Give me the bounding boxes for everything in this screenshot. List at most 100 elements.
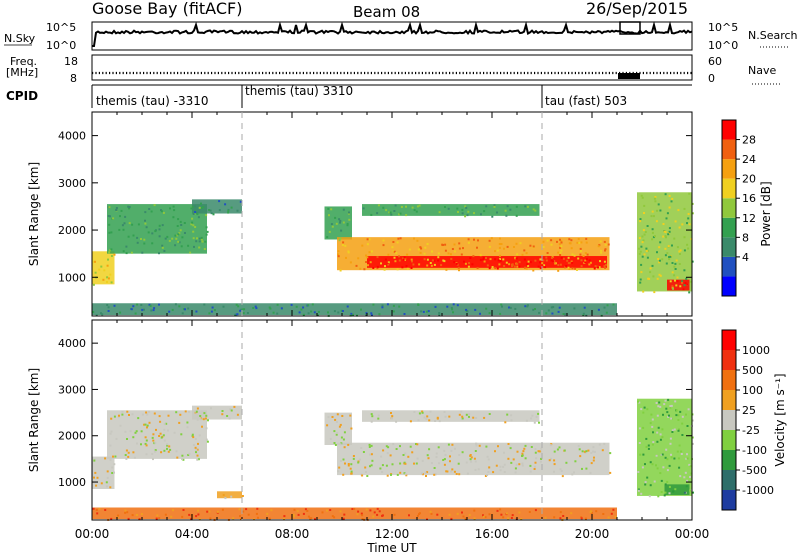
data-cell: [418, 412, 421, 415]
data-cell: [682, 288, 685, 291]
data-cell: [130, 251, 133, 254]
data-cell: [339, 423, 342, 426]
data-cell: [535, 415, 538, 418]
data-cell: [113, 463, 116, 466]
data-cell: [585, 450, 588, 453]
data-band: [664, 484, 690, 495]
data-cell: [429, 510, 432, 513]
data-cell: [521, 452, 524, 455]
data-cell: [390, 473, 392, 476]
data-cell: [553, 450, 556, 453]
data-cell: [521, 464, 524, 467]
data-cell: [642, 426, 645, 429]
data-cell: [538, 311, 541, 314]
data-cell: [500, 513, 503, 516]
data-cell: [210, 212, 213, 215]
data-cell: [642, 453, 645, 456]
data-cell: [152, 433, 155, 436]
data-cell: [539, 266, 542, 269]
data-cell: [113, 304, 116, 307]
data-cell: [644, 481, 647, 484]
data-cell: [293, 508, 296, 511]
data-cell: [110, 430, 113, 433]
data-cell: [148, 421, 151, 424]
data-cell: [493, 205, 496, 208]
data-cell: [328, 230, 331, 233]
data-cell: [230, 206, 233, 209]
data-cell: [653, 197, 656, 200]
data-cell: [184, 410, 187, 413]
data-cell: [381, 471, 384, 473]
data-cell: [369, 465, 371, 468]
data-cell: [117, 416, 120, 419]
data-cell: [514, 257, 517, 260]
data-cell: [205, 214, 208, 217]
freq-left-tick-bottom: 8: [70, 72, 77, 85]
data-cell: [300, 308, 303, 311]
data-cell: [115, 207, 118, 209]
data-cell: [600, 251, 603, 254]
data-cell: [437, 446, 440, 449]
colorbar-cell: [722, 330, 736, 350]
data-cell: [451, 248, 454, 250]
data-cell: [466, 214, 469, 217]
colorbar-tick-label: 500: [742, 364, 763, 377]
data-cell: [603, 265, 606, 268]
data-cell: [671, 286, 674, 289]
data-cell: [203, 412, 206, 415]
data-cell: [599, 260, 601, 263]
data-cell: [458, 247, 461, 250]
data-cell: [204, 417, 207, 420]
data-cell: [194, 211, 197, 213]
data-cell: [485, 445, 488, 448]
data-cell: [235, 303, 238, 306]
data-cell: [647, 447, 650, 450]
data-cell: [393, 256, 396, 259]
data-cell: [399, 471, 402, 474]
data-cell: [571, 261, 574, 264]
data-cell: [458, 454, 461, 456]
data-cell: [476, 267, 479, 269]
data-cell: [593, 267, 596, 270]
data-cell: [541, 262, 544, 265]
data-cell: [156, 514, 159, 517]
data-cell: [456, 512, 459, 515]
data-cell: [404, 473, 407, 476]
data-cell: [656, 277, 659, 280]
velocity-speckle-layer: [92, 398, 694, 521]
data-cell: [403, 256, 406, 259]
data-cell: [236, 413, 239, 416]
data-cell: [686, 243, 689, 246]
data-cell: [558, 446, 561, 449]
data-cell: [417, 248, 420, 251]
data-cell: [94, 260, 96, 263]
data-cell: [674, 400, 677, 403]
data-cell: [342, 517, 345, 520]
data-cell: [516, 253, 519, 256]
data-cell: [556, 448, 559, 451]
data-cell: [461, 415, 464, 418]
data-cell: [499, 508, 502, 511]
data-cell: [131, 413, 134, 416]
data-cell: [140, 304, 143, 306]
data-cell: [677, 457, 680, 460]
data-cell: [350, 472, 353, 475]
data-cell: [167, 450, 170, 453]
data-cell: [638, 237, 641, 240]
data-cell: [662, 235, 665, 238]
data-cell: [94, 271, 97, 274]
data-cell: [295, 305, 298, 308]
data-cell: [542, 259, 545, 262]
data-cell: [551, 256, 553, 259]
data-cell: [403, 472, 406, 475]
data-cell: [604, 249, 606, 252]
data-cell: [144, 442, 147, 445]
data-cell: [309, 517, 312, 520]
data-cell: [664, 456, 667, 459]
data-cell: [402, 257, 405, 260]
data-cell: [357, 257, 360, 260]
data-cell: [444, 453, 447, 456]
data-cell: [333, 310, 336, 313]
data-cell: [678, 263, 681, 265]
